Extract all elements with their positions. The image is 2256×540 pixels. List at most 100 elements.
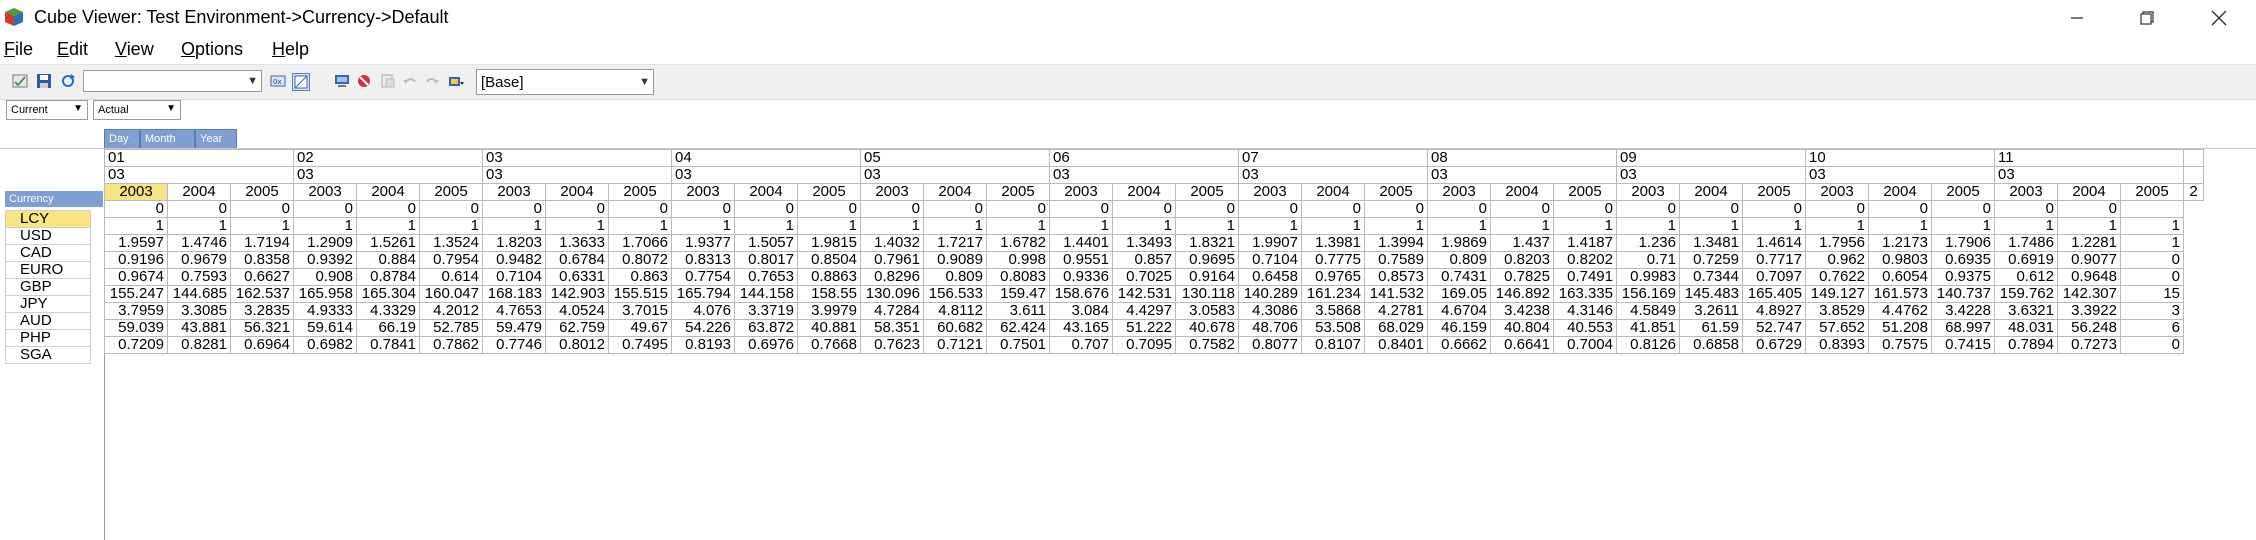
data-cell[interactable]: 1.7906	[1931, 234, 1995, 252]
data-cell[interactable]: 0.884	[356, 251, 420, 269]
data-cell[interactable]: 142.531	[1112, 285, 1176, 303]
data-cell[interactable]: 4.3086	[1238, 302, 1302, 320]
data-cell[interactable]: 163.335	[1553, 285, 1617, 303]
data-cell[interactable]: 0.6982	[293, 336, 357, 354]
data-cell[interactable]: 3.611	[986, 302, 1050, 320]
data-cell[interactable]: 162.537	[230, 285, 294, 303]
month-header[interactable]: 03	[1994, 166, 2184, 184]
data-cell[interactable]: 68.029	[1364, 319, 1428, 337]
day-header[interactable]: 11	[1994, 149, 2184, 167]
year-header[interactable]: 2003	[482, 183, 546, 201]
data-cell[interactable]: 0	[1742, 200, 1806, 218]
data-cell[interactable]: 161.234	[1301, 285, 1365, 303]
data-cell[interactable]: 1	[1364, 217, 1428, 235]
data-cell[interactable]: 155.247	[104, 285, 168, 303]
refresh-icon[interactable]	[60, 73, 76, 89]
data-cell[interactable]: 156.533	[923, 285, 987, 303]
year-header[interactable]: 2004	[167, 183, 231, 201]
data-cell[interactable]: 0.9077	[2057, 251, 2121, 269]
data-cell[interactable]: 0.614	[419, 268, 483, 286]
row-header-lcy[interactable]: LCY	[5, 210, 91, 228]
data-cell[interactable]: 1.3481	[1679, 234, 1743, 252]
data-cell[interactable]: 1.5057	[734, 234, 798, 252]
data-cell[interactable]: 0	[1427, 200, 1491, 218]
data-cell[interactable]: 0.6964	[230, 336, 294, 354]
data-cell[interactable]: 0	[923, 200, 987, 218]
year-header[interactable]: 2005	[1931, 183, 1995, 201]
data-cell[interactable]: 0.7668	[797, 336, 861, 354]
data-cell[interactable]: 165.405	[1742, 285, 1806, 303]
data-cell[interactable]: 52.747	[1742, 319, 1806, 337]
data-cell[interactable]: 63.872	[734, 319, 798, 337]
data-cell[interactable]: 4.076	[671, 302, 735, 320]
year-header[interactable]: 2004	[1301, 183, 1365, 201]
data-cell[interactable]: 1	[608, 217, 672, 235]
data-cell[interactable]: 1.3633	[545, 234, 609, 252]
data-cell[interactable]: 161.573	[1868, 285, 1932, 303]
data-cell[interactable]: 40.678	[1175, 319, 1239, 337]
data-cell[interactable]: 1	[104, 217, 168, 235]
data-cell[interactable]: 146.892	[1490, 285, 1554, 303]
zero-suppress-icon[interactable]	[292, 73, 310, 91]
data-cell[interactable]: 0.9392	[293, 251, 357, 269]
row-header-cad[interactable]: CAD	[5, 244, 91, 262]
data-cell[interactable]: 0.7622	[1805, 268, 1869, 286]
year-header[interactable]: 2003	[671, 183, 735, 201]
data-cell[interactable]: 169.05	[1427, 285, 1491, 303]
data-cell[interactable]: 0.7344	[1679, 268, 1743, 286]
data-cell[interactable]: 1	[1112, 217, 1176, 235]
data-cell[interactable]: 6	[2120, 319, 2184, 337]
data-cell[interactable]: 0.8784	[356, 268, 420, 286]
export-icon[interactable]	[334, 73, 350, 89]
data-cell[interactable]: 3.3719	[734, 302, 798, 320]
year-header[interactable]: 2	[2183, 183, 2204, 201]
data-cell[interactable]: 0	[734, 200, 798, 218]
data-cell[interactable]: 3.2835	[230, 302, 294, 320]
day-header[interactable]: 08	[1427, 149, 1617, 167]
day-header[interactable]: 10	[1805, 149, 1995, 167]
data-cell[interactable]: 0	[986, 200, 1050, 218]
data-cell[interactable]: 0	[104, 200, 168, 218]
data-cell[interactable]: 0.9164	[1175, 268, 1239, 286]
data-cell[interactable]: 140.737	[1931, 285, 1995, 303]
month-header[interactable]: 03	[1805, 166, 1995, 184]
data-cell[interactable]: 1.3994	[1364, 234, 1428, 252]
data-cell[interactable]: 0.8296	[860, 268, 924, 286]
data-cell[interactable]: 1.4032	[860, 234, 924, 252]
data-cell[interactable]: 0	[1805, 200, 1869, 218]
year-header[interactable]: 2005	[419, 183, 483, 201]
data-cell[interactable]: 0.7415	[1931, 336, 1995, 354]
data-cell[interactable]: 0.8863	[797, 268, 861, 286]
row-header-gbp[interactable]: GBP	[5, 278, 91, 296]
data-cell[interactable]: 0.7495	[608, 336, 672, 354]
year-header[interactable]: 2003	[1994, 183, 2058, 201]
data-cell[interactable]: 41.851	[1616, 319, 1680, 337]
data-cell[interactable]: 1.7217	[923, 234, 987, 252]
data-cell[interactable]: 0	[1931, 200, 1995, 218]
data-cell[interactable]: 52.785	[419, 319, 483, 337]
data-cell[interactable]: 0.7589	[1364, 251, 1428, 269]
year-header[interactable]: 2004	[1679, 183, 1743, 201]
data-cell[interactable]: 0	[1490, 200, 1554, 218]
year-header[interactable]: 2005	[1742, 183, 1806, 201]
data-cell[interactable]: 3.6321	[1994, 302, 2058, 320]
minimize-button[interactable]	[2042, 0, 2112, 36]
data-cell[interactable]: 0.8202	[1553, 251, 1617, 269]
data-cell[interactable]: 3	[2120, 302, 2184, 320]
data-cell[interactable]: 1	[1931, 217, 1995, 235]
data-cell[interactable]: 130.118	[1175, 285, 1239, 303]
data-cell[interactable]: 0	[356, 200, 420, 218]
data-cell[interactable]: 0.9375	[1931, 268, 1995, 286]
data-cell[interactable]: 1.2281	[2057, 234, 2121, 252]
data-cell[interactable]: 3.3085	[167, 302, 231, 320]
year-header[interactable]: 2004	[1112, 183, 1176, 201]
data-cell[interactable]: 1.5261	[356, 234, 420, 252]
year-header[interactable]: 2004	[923, 183, 987, 201]
year-header[interactable]: 2004	[2057, 183, 2121, 201]
data-cell[interactable]: 0.9674	[104, 268, 168, 286]
data-cell[interactable]: 62.424	[986, 319, 1050, 337]
data-cell[interactable]: 0	[1175, 200, 1239, 218]
data-cell[interactable]: 160.047	[419, 285, 483, 303]
data-cell[interactable]: 1.9597	[104, 234, 168, 252]
menu-options[interactable]: Options	[181, 39, 243, 60]
